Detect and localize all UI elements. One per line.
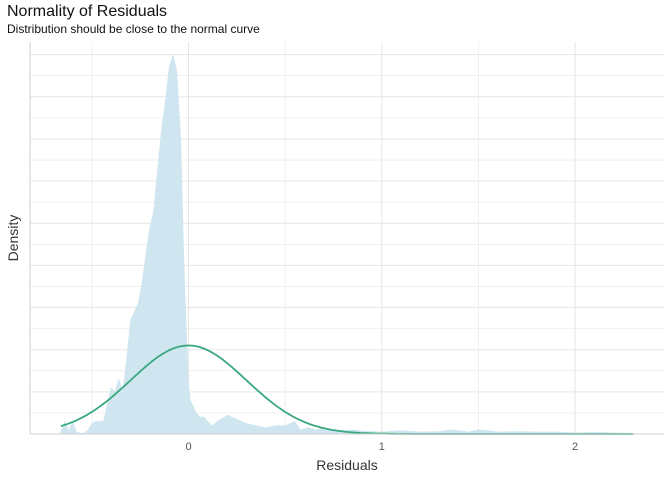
x-tick-label: 1	[379, 441, 385, 453]
chart-subtitle: Distribution should be close to the norm…	[7, 22, 260, 36]
x-tick-label: 0	[185, 441, 191, 453]
x-tick-label: 2	[572, 441, 578, 453]
y-axis-title: Density	[5, 215, 21, 262]
axes	[29, 42, 664, 435]
x-tick-labels: 0 1 2	[185, 441, 578, 453]
chart-title: Normality of Residuals	[7, 3, 168, 20]
density-area	[60, 53, 634, 435]
x-axis-title: Residuals	[316, 457, 377, 473]
